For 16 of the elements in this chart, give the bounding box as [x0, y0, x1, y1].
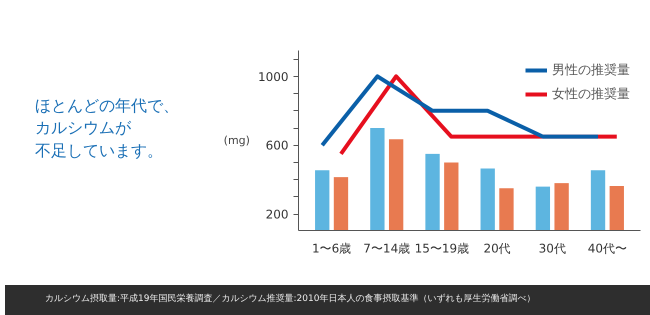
y-axis-title: (mg) [224, 134, 250, 147]
text: 不足しています。 [35, 140, 163, 160]
x-tick-label: 20代 [483, 242, 511, 256]
y-tick-label: 1000 [258, 70, 289, 84]
x-tick-label: 1〜6歳 [312, 242, 352, 256]
x-tick-label: 7〜14歳 [363, 242, 410, 256]
y-tick-label: 200 [266, 208, 288, 222]
legend-label: 男性の推奨量 [552, 62, 630, 79]
x-tick-label: 30代 [538, 242, 566, 256]
text: カルシウムが [35, 118, 131, 138]
y-tick-label: 600 [266, 138, 288, 153]
x-tick-label: 15〜19歳 [414, 242, 470, 256]
text: カルシウム摂取量:平成19年国民栄養調査／カルシウム推奨量:2010年日本人の食事摂取基準（いずれも厚生労働省調べ） [45, 293, 536, 306]
x-tick-label: 40代〜 [588, 242, 628, 256]
text: ほとんどの年代で、 [35, 96, 179, 115]
legend-label: 女性の推奨量 [552, 86, 630, 103]
